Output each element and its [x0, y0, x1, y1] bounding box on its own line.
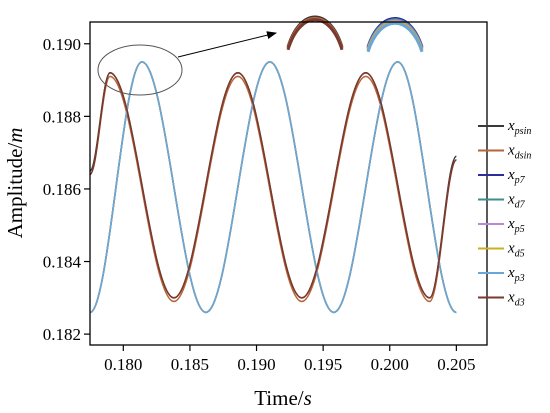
- series-line-dsin: [90, 75, 458, 303]
- series-layer: [90, 61, 458, 314]
- series-line-d7: [90, 61, 457, 314]
- zoom-arrow: [177, 31, 277, 58]
- series-line-d5: [90, 61, 457, 314]
- x-tick-label: 0.185: [171, 355, 209, 374]
- x-tick-label: 0.190: [237, 355, 275, 374]
- x-axis-unit: s: [304, 386, 312, 410]
- legend: xpsin xdsin xp7 xd7 xp5 xd5 xp3 xd3: [478, 118, 531, 309]
- y-tick-label: 0.182: [43, 325, 81, 344]
- x-tick-label: 0.200: [371, 355, 409, 374]
- y-axis-label: Amplitude/: [3, 143, 27, 239]
- legend-label-d7: xd7: [507, 192, 526, 211]
- zoom-peak-p3: [366, 22, 424, 53]
- x-tick-label: 0.205: [437, 355, 475, 374]
- legend-label-dsin: xdsin: [507, 143, 531, 162]
- zoom-inset: [97, 15, 424, 96]
- axis-ticks: 0.180 0.185 0.190 0.195 0.200 0.205 0.182 0.184…: [43, 35, 476, 374]
- series-line-d3: [90, 72, 458, 299]
- series-line-p7: [90, 61, 457, 314]
- legend-label-p7: xp7: [507, 167, 526, 186]
- y-tick-label: 0.184: [43, 253, 82, 272]
- series-line-p3: [90, 61, 457, 314]
- y-axis-unit: m: [3, 128, 27, 143]
- x-axis-title: Time/s: [254, 386, 312, 410]
- zoom-ellipse: [97, 44, 183, 96]
- x-axis-label: Time/: [254, 386, 304, 410]
- x-tick-label: 0.195: [304, 355, 342, 374]
- legend-label-psin: xpsin: [507, 118, 531, 137]
- legend-label-p3: xp3: [507, 265, 525, 284]
- series-line-p5: [90, 61, 457, 314]
- legend-label-d5: xd5: [507, 241, 525, 260]
- y-tick-label: 0.188: [43, 107, 81, 126]
- series-line-psin: [90, 72, 458, 299]
- plot-frame: [89, 21, 488, 346]
- y-tick-label: 0.186: [43, 180, 81, 199]
- y-axis-title: Amplitude/m: [3, 128, 27, 239]
- legend-label-d3: xd3: [507, 290, 525, 309]
- zoom-peak-d3: [286, 18, 344, 51]
- y-tick-label: 0.190: [43, 35, 81, 54]
- x-tick-label: 0.180: [104, 355, 142, 374]
- legend-label-p5: xp5: [507, 216, 525, 235]
